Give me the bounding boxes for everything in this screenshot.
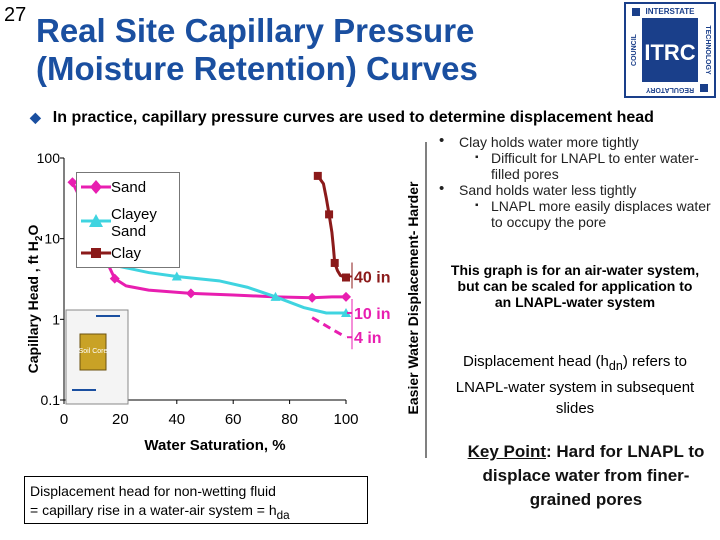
soil-core-icon (79, 333, 107, 371)
data-point (330, 258, 339, 267)
data-point (313, 171, 322, 180)
series-dashed-extension (311, 316, 347, 339)
y-tick-label: 0.1 (41, 392, 61, 408)
data-point (185, 288, 196, 299)
logo-bottom-text: REGULATORY (646, 86, 694, 93)
annotation-label: 4 in (354, 330, 382, 347)
y-axis-label-post: O (25, 225, 41, 236)
caption-line-2: = capillary rise in a water-air system =… (30, 501, 362, 525)
data-point (341, 307, 351, 317)
legend-clay-label: Clay (111, 245, 142, 262)
y-axis-label: Capillary Head , ft H2O (25, 225, 45, 374)
data-point (307, 292, 318, 303)
right-bullets: Clay holds water more tightly Difficult … (437, 133, 717, 230)
caption-box: Displacement head for non-wetting fluid … (24, 476, 368, 524)
sub-bullet-clay: Difficult for LNAPL to enter water-fille… (437, 150, 717, 182)
itrc-logo: INTERSTATE REGULATORY COUNCIL TECHNOLOGY… (624, 2, 716, 98)
inset-label: Soil Core (79, 348, 108, 355)
x-tick-label: 60 (225, 411, 242, 428)
plot-area: 0.1 1 10 100 0 20 40 60 80 100 Water Saturation, %… (25, 142, 427, 458)
x-tick-label: 20 (112, 411, 129, 428)
legend-clayey-sand-marker (81, 214, 111, 227)
bullet-clay: Clay holds water more tightly (437, 133, 717, 150)
annotation-label: 10 in (354, 306, 390, 323)
data-point (109, 273, 120, 284)
legend-clay-marker (81, 248, 111, 258)
y-axis-label-pre: Capillary Head , ft H (25, 241, 41, 373)
slide-number: 27 (4, 4, 27, 26)
y-axis-label-sub: 2 (34, 235, 45, 241)
caption-line-1: Displacement head for non-wetting fluid (30, 483, 276, 499)
bullet-sand: Sand holds water less tightly (437, 181, 717, 198)
series-line (316, 175, 347, 279)
displacement-note-sub: dn (608, 359, 623, 373)
key-point: Key Point: Hard for LNAPL to displace wa… (456, 440, 716, 512)
x-tick-label: 0 (60, 411, 68, 428)
displacement-head-note: Displacement head (hdn) refers to LNAPL-… (452, 351, 698, 419)
logo-top-text: INTERSTATE (645, 7, 695, 16)
caption-line-2-pre: = capillary rise in a water-air system =… (30, 502, 277, 518)
data-point (270, 291, 281, 301)
y-tick-label: 10 (44, 231, 60, 247)
scaling-note: This graph is for an air-water system, b… (450, 262, 700, 310)
intro-text: In practice, capillary pressure curves a… (52, 109, 654, 126)
sub-bullet-sand: LNAPL more easily displaces water to occ… (437, 198, 717, 230)
logo-main-text: ITRC (644, 40, 695, 65)
annotation-label: 40 in (354, 269, 390, 286)
legend-sand-label: Sand (111, 179, 147, 196)
logo-left-text: COUNCIL (631, 33, 638, 66)
slide-title: Real Site Capillary Pressure (Moisture R… (36, 12, 478, 87)
x-tick-label: 100 (333, 411, 358, 428)
y-tick-label: 1 (52, 311, 60, 327)
intro-bullet: ◆ In practice, capillary pressure curves … (30, 109, 720, 127)
data-point (341, 291, 351, 302)
data-point (67, 177, 78, 188)
displacement-note-pre: Displacement head (h (462, 353, 609, 370)
key-point-label: Key Point (467, 442, 547, 461)
x-tick-label: 40 (168, 411, 185, 428)
diamond-bullet-icon: ◆ (30, 109, 41, 125)
x-tick-label: 80 (281, 411, 298, 428)
key-point-text: : Hard for LNAPL to displace water from … (482, 442, 705, 509)
x-axis-label: Water Saturation, % (144, 437, 285, 454)
data-point (342, 273, 350, 282)
right-axis-label: Easier Water Displacement- Harder (405, 181, 421, 414)
caption-line-2-sub: da (276, 508, 290, 522)
capillary-pressure-chart: 0.1 1 10 100 0 20 40 60 80 100 Water Saturation, %… (25, 142, 427, 458)
chart-legend: Sand Clayey Sand Clay (76, 172, 180, 268)
displacement-note-post: ) refers to LNAPL-water system in subseq… (455, 353, 695, 417)
data-point (325, 210, 334, 219)
legend-sand-marker (81, 180, 111, 194)
logo-right-text: TECHNOLOGY (704, 25, 711, 75)
legend-clayey-sand-label: Clayey Sand (111, 206, 157, 240)
data-point (171, 271, 182, 281)
y-tick-label: 100 (37, 150, 61, 166)
soil-core-inset: Soil Core (65, 309, 129, 405)
